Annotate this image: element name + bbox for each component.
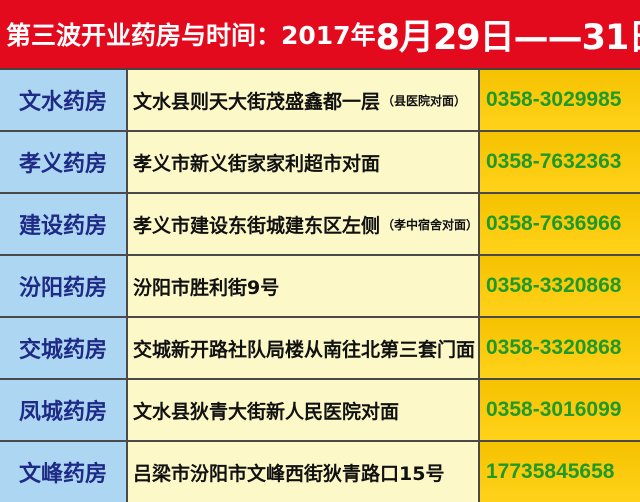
address-text: 吕梁市汾阳市文峰西街狄青路口15号 xyxy=(133,462,445,485)
address-text: 交城新开路社队局楼从南往北第三套门面 xyxy=(133,338,476,361)
address-text: 汾阳市胜利街9号 xyxy=(133,276,280,299)
pharmacy-address: 文水县则天大街茂盛鑫都一层 （县医院对面） xyxy=(128,70,480,130)
table-row: 交城药房 交城新开路社队局楼从南往北第三套门面 0358-3320868 xyxy=(0,318,640,380)
pharmacy-address: 交城新开路社队局楼从南往北第三套门面 xyxy=(128,318,480,378)
address-text: 孝义市新义街家家利超市对面 xyxy=(133,152,381,175)
address-text: 文水县则天大街茂盛鑫都一层 xyxy=(133,90,381,113)
pharmacy-name: 文水药房 xyxy=(0,70,128,130)
pharmacy-address: 文水县狄青大街新人民医院对面 xyxy=(128,380,480,440)
table-row: 文水药房 文水县则天大街茂盛鑫都一层 （县医院对面） 0358-3029985 xyxy=(0,70,640,132)
address-text: 孝义市建设东街城建东区左侧 xyxy=(133,214,381,237)
pharmacy-phone: 0358-3016099 xyxy=(480,380,640,440)
pharmacy-phone: 17735845658 xyxy=(480,442,640,502)
title-date: 8月29日——31日 xyxy=(375,17,640,58)
address-text: 文水县狄青大街新人民医院对面 xyxy=(133,400,400,423)
pharmacy-name: 凤城药房 xyxy=(0,380,128,440)
pharmacy-address: 吕梁市汾阳市文峰西街狄青路口15号 xyxy=(128,442,480,502)
pharmacy-name: 建设药房 xyxy=(0,194,128,254)
pharmacy-phone: 0358-3320868 xyxy=(480,318,640,378)
address-note: （县医院对面） xyxy=(382,93,467,108)
pharmacy-table: 文水药房 文水县则天大街茂盛鑫都一层 （县医院对面） 0358-3029985 孝义… xyxy=(0,70,640,502)
pharmacy-phone: 0358-3029985 xyxy=(480,70,640,130)
pharmacy-name: 孝义药房 xyxy=(0,132,128,192)
pharmacy-name: 文峰药房 xyxy=(0,442,128,502)
table-row: 汾阳药房 汾阳市胜利街9号 0358-3320868 xyxy=(0,256,640,318)
pharmacy-address: 汾阳市胜利街9号 xyxy=(128,256,480,316)
table-row: 孝义药房 孝义市新义街家家利超市对面 0358-7632363 xyxy=(0,132,640,194)
pharmacy-name: 汾阳药房 xyxy=(0,256,128,316)
table-row: 建设药房 孝义市建设东街城建东区左侧 （孝中宿舍对面） 0358-7636966 xyxy=(0,194,640,256)
table-row: 凤城药房 文水县狄青大街新人民医院对面 0358-3016099 xyxy=(0,380,640,442)
pharmacy-address: 孝义市建设东街城建东区左侧 （孝中宿舍对面） xyxy=(128,194,480,254)
title-prefix: 第三波开业药房与时间：2017年 xyxy=(6,21,376,50)
pharmacy-name: 交城药房 xyxy=(0,318,128,378)
pharmacy-phone: 0358-7632363 xyxy=(480,132,640,192)
table-row: 文峰药房 吕梁市汾阳市文峰西街狄青路口15号 17735845658 xyxy=(0,442,640,502)
pharmacy-phone: 0358-7636966 xyxy=(480,194,640,254)
address-note: （孝中宿舍对面） xyxy=(382,217,479,232)
header-banner: 第三波开业药房与时间：2017年 8月29日——31日 xyxy=(0,0,640,70)
pharmacy-address: 孝义市新义街家家利超市对面 xyxy=(128,132,480,192)
pharmacy-phone: 0358-3320868 xyxy=(480,256,640,316)
